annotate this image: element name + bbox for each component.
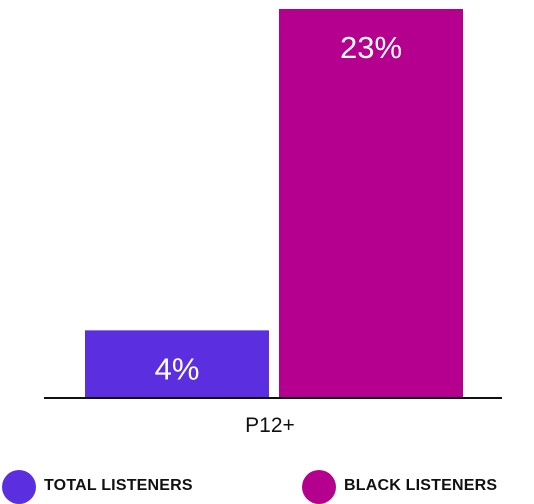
legend-swatch-black-listeners [302,469,336,504]
legend-swatch-total-listeners [2,469,36,504]
data-label-black-listeners: 23% [340,30,402,65]
legend-item-black-listeners: BLACK LISTENERS [300,469,498,504]
bar-black-listeners [279,9,463,398]
legend-label-black-listeners: BLACK LISTENERS [344,476,498,494]
bar-total-listeners [85,330,269,398]
legend-label-total-listeners: TOTAL LISTENERS [44,476,193,494]
category-label: P12+ [245,414,295,437]
value-labels-layer: 4% 23% [155,30,402,386]
category-labels-layer: P12+ [245,414,295,437]
legend-item-total-listeners: TOTAL LISTENERS [0,469,193,504]
bars-layer [85,9,463,398]
legend: TOTAL LISTENERS BLACK LISTENERS [0,469,534,504]
data-label-total-listeners: 4% [155,351,200,386]
